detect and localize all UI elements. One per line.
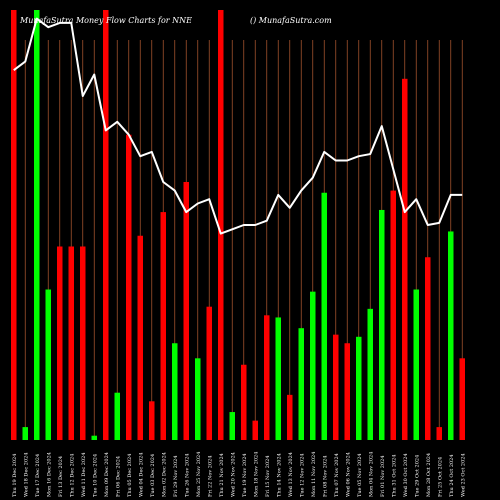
bar: [91, 435, 97, 440]
bar: [413, 289, 419, 440]
bar: [160, 212, 166, 440]
x-tick-label: Thu 19 Dec 2024: [12, 454, 18, 497]
x-tick-label: Fri 13 Dec 2024: [58, 456, 64, 497]
bar: [229, 412, 235, 440]
money-flow-line: [13, 17, 463, 235]
x-tick-label: Tue 05 Nov 2024: [357, 453, 363, 497]
bar: [172, 343, 178, 440]
x-tick-label: Thu 24 Oct 2024: [449, 454, 455, 497]
bar: [11, 10, 17, 440]
x-tick-label: Fri 22 Nov 2024: [207, 455, 213, 497]
x-tick-label: Fri 06 Dec 2024: [115, 456, 121, 497]
x-tick-label: Wed 20 Nov 2024: [230, 452, 236, 497]
bar: [252, 420, 258, 440]
x-tick-label: Tue 26 Nov 2024: [184, 453, 190, 497]
x-axis-tick-labels: Thu 19 Dec 2024 Wed 18 Dec 2024 Tue 17 Dec…: [12, 452, 467, 497]
bar: [321, 192, 327, 440]
bar: [459, 358, 465, 440]
bar: [22, 427, 28, 440]
bar: [402, 78, 408, 441]
x-tick-label: Wed 23 Oct 2024: [460, 453, 466, 497]
x-tick-label: Fri 15 Nov 2024: [265, 455, 271, 497]
x-tick-label: Mon 09 Dec 2024: [104, 452, 110, 497]
x-tick-label: Mon 25 Nov 2024: [196, 452, 202, 497]
x-tick-label: Fri 01 Nov 2024: [380, 455, 386, 497]
x-tick-label: Wed 11 Dec 2024: [81, 452, 87, 497]
bar: [367, 308, 373, 440]
bar: [80, 246, 86, 440]
x-tick-label: Thu 31 Oct 2024: [391, 454, 397, 497]
x-tick-label: Tue 03 Dec 2024: [150, 454, 156, 497]
bar: [298, 328, 304, 440]
x-tick-label: Thu 12 Dec 2024: [69, 454, 75, 497]
bar: [34, 10, 40, 440]
x-tick-label: Wed 13 Nov 2024: [288, 452, 294, 497]
x-tick-label: Fri 08 Nov 2024: [322, 455, 328, 497]
bar: [287, 394, 293, 440]
bar: [333, 334, 339, 440]
bar: [310, 291, 316, 440]
bar: [68, 246, 74, 440]
x-tick-label: Wed 04 Dec 2024: [138, 452, 144, 497]
x-tick-label: Mon 16 Dec 2024: [46, 452, 52, 497]
x-tick-label: Tue 19 Nov 2024: [242, 453, 248, 497]
x-tick-label: Tue 10 Dec 2024: [92, 454, 98, 497]
chart-title-right: () MunafaSutra.com: [250, 16, 332, 25]
bar: [390, 190, 396, 440]
x-tick-label: Fri 29 Nov 2024: [173, 455, 179, 497]
bar: [275, 317, 281, 440]
bar: [195, 358, 201, 440]
x-tick-label: Mon 02 Dec 2024: [161, 452, 167, 497]
bar: [183, 182, 189, 440]
x-tick-label: Mon 18 Nov 2024: [253, 452, 259, 497]
x-tick-label: Thu 07 Nov 2024: [334, 453, 340, 497]
x-tick-label: Thu 21 Nov 2024: [219, 453, 225, 497]
x-tick-label: Wed 30 Oct 2024: [403, 453, 409, 497]
bar: [264, 315, 270, 440]
x-tick-label: Tue 29 Oct 2024: [414, 455, 420, 497]
chart-title-left: MunafaSutra Money Flow Charts for NNE: [19, 16, 192, 25]
bar-series: [11, 10, 465, 441]
x-tick-label: Wed 18 Dec 2024: [23, 452, 29, 497]
bar: [103, 10, 109, 440]
bar: [57, 246, 63, 440]
x-tick-label: Mon 11 Nov 2024: [311, 452, 317, 497]
bar: [126, 134, 132, 440]
bar: [114, 392, 120, 440]
x-tick-label: Wed 06 Nov 2024: [345, 452, 351, 497]
x-tick-label: Tue 12 Nov 2024: [299, 453, 305, 497]
bar: [45, 289, 51, 440]
x-tick-label: Tue 17 Dec 2024: [35, 454, 41, 497]
bar: [137, 235, 143, 440]
bar: [448, 231, 454, 440]
x-tick-label: Mon 28 Oct 2024: [426, 453, 432, 497]
bar: [344, 343, 350, 440]
bar: [206, 306, 212, 440]
bar: [218, 10, 224, 440]
x-tick-label: Thu 14 Nov 2024: [276, 453, 282, 497]
x-tick-label: Fri 25 Oct 2024: [437, 457, 443, 497]
bar: [436, 427, 442, 440]
x-tick-label: Thu 05 Dec 2024: [127, 454, 133, 497]
bar: [241, 364, 247, 440]
bar: [425, 257, 431, 440]
bar: [379, 209, 385, 440]
bar: [356, 336, 362, 440]
x-tick-label: Mon 04 Nov 2024: [368, 452, 374, 497]
bar: [149, 401, 155, 440]
